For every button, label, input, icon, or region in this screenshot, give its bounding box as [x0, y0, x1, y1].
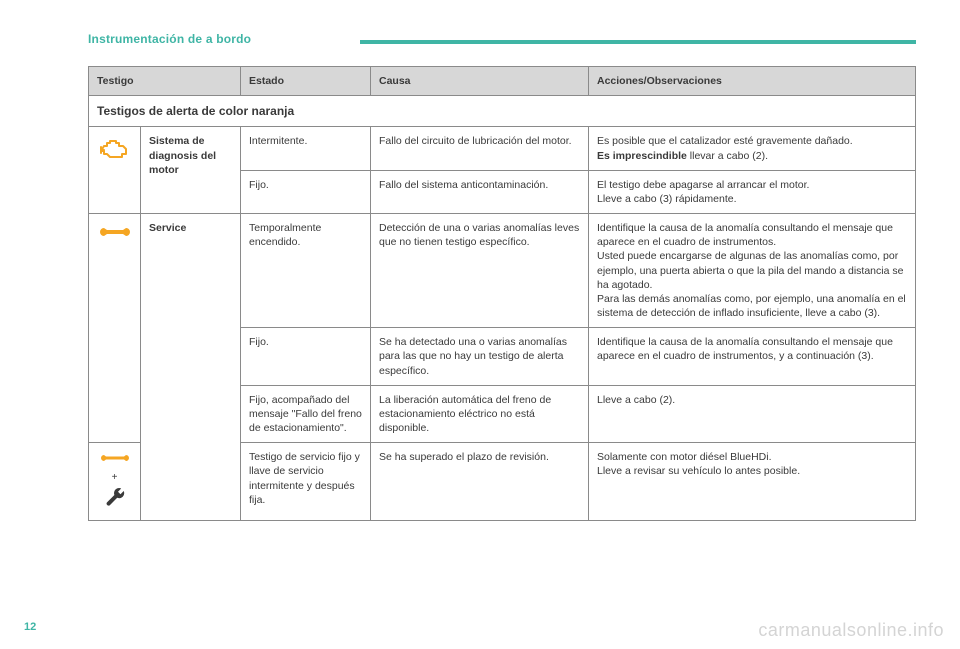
cause-cell: Se ha detectado una o varias anomalías p… — [371, 328, 589, 386]
row-label: Service — [141, 214, 241, 521]
action-cell: Es posible que el catalizador esté grave… — [589, 127, 916, 170]
subheading: Testigos de alerta de color naranja — [89, 96, 916, 127]
cause-cell: Fallo del circuito de lubricación del mo… — [371, 127, 589, 170]
state-cell: Testigo de servicio fijo y llave de serv… — [241, 443, 371, 521]
warning-lights-table: Testigo Estado Causa Acciones/Observacio… — [88, 66, 916, 521]
action-cell: Lleve a cabo (2). — [589, 385, 916, 443]
state-cell: Fijo. — [241, 328, 371, 386]
engine-icon — [98, 137, 132, 161]
cause-cell: Se ha superado el plazo de revisión. — [371, 443, 589, 521]
plus-icon: + — [97, 471, 132, 485]
row-label: Sistema de diagnosis del motor — [141, 127, 241, 214]
state-cell: Fijo, acompañado del mensaje "Fallo del … — [241, 385, 371, 443]
action-cell: El testigo debe apagarse al arrancar el … — [589, 170, 916, 213]
watermark: carmanualsonline.info — [758, 620, 944, 641]
wrench-plus-spanner-cell: + — [89, 443, 141, 521]
engine-icon-cell — [89, 127, 141, 214]
state-cell: Temporalmente encendido. — [241, 214, 371, 328]
table-row: Service Temporalmente encendido. Detecci… — [89, 214, 916, 328]
cause-cell: La liberación automática del freno de es… — [371, 385, 589, 443]
spanner-icon — [103, 485, 127, 509]
col-testigo: Testigo — [89, 67, 241, 96]
col-acciones: Acciones/Observaciones — [589, 67, 916, 96]
col-causa: Causa — [371, 67, 589, 96]
col-estado: Estado — [241, 67, 371, 96]
wrench-icon-cell — [89, 214, 141, 443]
cause-cell: Detección de una o varias anomalías leve… — [371, 214, 589, 328]
page-number: 12 — [24, 621, 36, 633]
action-cell: Identifique la causa de la anomalía cons… — [589, 214, 916, 328]
state-cell: Intermitente. — [241, 127, 371, 170]
wrench-icon — [100, 224, 130, 240]
accent-rule — [360, 40, 916, 44]
table-row: Sistema de diagnosis del motor Intermite… — [89, 127, 916, 170]
action-cell: Identifique la causa de la anomalía cons… — [589, 328, 916, 386]
wrench-icon — [100, 453, 130, 465]
action-cell: Solamente con motor diésel BlueHDi. Llev… — [589, 443, 916, 521]
state-cell: Fijo. — [241, 170, 371, 213]
cause-cell: Fallo del sistema anticontaminación. — [371, 170, 589, 213]
